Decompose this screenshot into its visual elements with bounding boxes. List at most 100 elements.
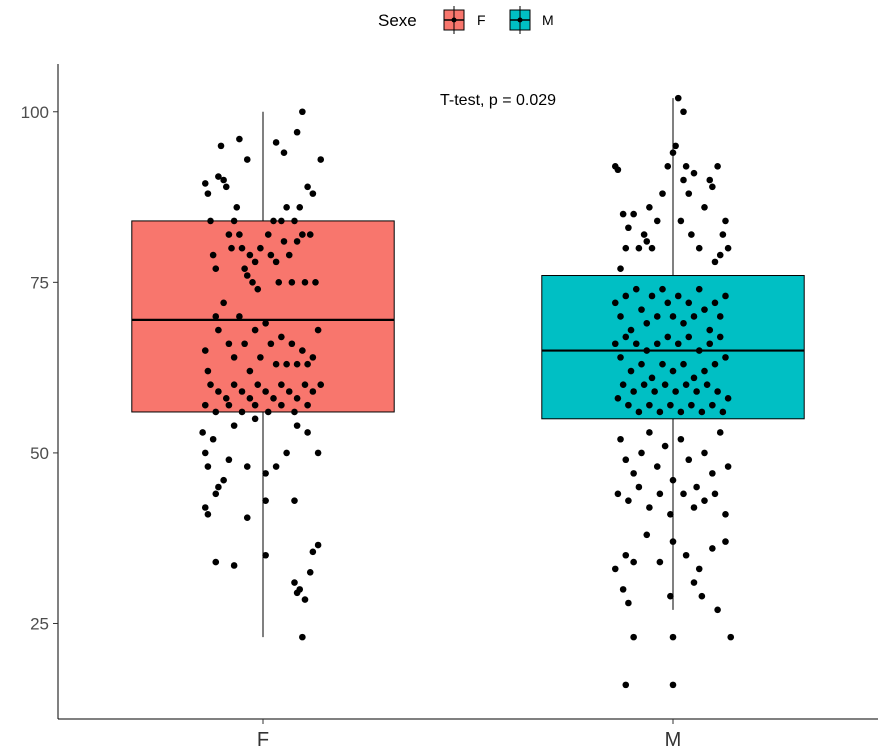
data-point-m (680, 319, 687, 327)
data-point-f (293, 395, 301, 402)
data-point-m (701, 449, 708, 457)
data-point-m (638, 449, 645, 457)
data-point-f (312, 279, 319, 286)
data-point-m (722, 217, 729, 225)
data-point-m (680, 360, 687, 368)
data-point-f (238, 244, 246, 252)
data-point-m (635, 483, 643, 491)
data-point-m (674, 94, 682, 102)
data-point-f (207, 217, 214, 225)
data-point-f (212, 490, 220, 498)
data-point-m (630, 558, 637, 566)
data-point-f (236, 231, 243, 238)
data-point-f (230, 562, 238, 569)
y-tick-label: 75 (30, 273, 49, 292)
data-point-f (222, 395, 230, 402)
data-point-m (711, 360, 719, 368)
data-point-f (293, 422, 301, 429)
data-point-m (664, 163, 672, 170)
data-point-m (659, 285, 666, 293)
data-point-m (622, 333, 630, 341)
x-tick-label: F (257, 729, 269, 751)
data-point-m (698, 408, 706, 416)
data-point-f (201, 449, 209, 457)
data-point-f (272, 463, 280, 470)
data-point-f (230, 217, 238, 225)
data-point-m (722, 511, 729, 518)
box-body (541, 275, 805, 420)
data-point-m (716, 313, 724, 320)
data-point-m (669, 633, 677, 641)
data-point-m (714, 606, 721, 614)
y-tick-label: 50 (30, 444, 49, 463)
data-point-f (209, 251, 217, 259)
data-point-m (716, 333, 724, 341)
data-point-m (688, 401, 695, 409)
data-point-f (225, 456, 233, 464)
data-point-f (201, 504, 209, 511)
data-point-m (630, 210, 637, 218)
data-point-f (204, 367, 212, 375)
data-point-m (724, 463, 732, 470)
data-point-f (230, 381, 238, 388)
data-point-m (698, 592, 706, 600)
data-point-m (667, 401, 674, 409)
data-point-f (251, 401, 259, 409)
data-point-m (659, 360, 666, 368)
data-point-m (656, 408, 664, 416)
data-point-f (306, 231, 314, 238)
data-point-m (695, 244, 703, 252)
y-tick-label: 100 (21, 103, 49, 122)
data-point-m (656, 490, 664, 498)
data-point-f (291, 497, 298, 504)
data-point-f (228, 244, 235, 252)
data-point-f (280, 149, 288, 156)
data-point-m (711, 490, 719, 498)
data-point-f (262, 319, 269, 327)
data-point-m (695, 347, 703, 354)
data-point-m (646, 401, 653, 409)
data-point-f (233, 203, 241, 211)
data-point-m (677, 435, 685, 443)
data-point-f (215, 173, 222, 180)
data-point-f (201, 347, 209, 354)
data-point-f (291, 217, 298, 225)
data-point-m (617, 354, 624, 361)
data-point-m (625, 599, 632, 607)
data-point-f (254, 381, 262, 388)
data-point-m (622, 681, 630, 689)
data-point-m (669, 476, 677, 484)
data-point-m (632, 340, 640, 348)
data-point-f (251, 258, 259, 266)
data-point-f (251, 415, 259, 423)
data-point-m (677, 217, 685, 225)
data-point-m (682, 381, 690, 388)
data-point-f (199, 429, 206, 436)
data-point-f (201, 180, 209, 187)
data-point-f (278, 381, 285, 388)
data-point-m (653, 463, 661, 470)
data-point-m (669, 313, 677, 320)
data-point-m (714, 388, 721, 395)
data-point-f (254, 285, 262, 293)
data-point-f (220, 476, 227, 484)
data-point-f (314, 541, 322, 549)
data-point-f (270, 395, 277, 402)
legend-label-f: F (477, 12, 486, 28)
data-point-f (283, 449, 290, 457)
data-point-m (695, 285, 703, 293)
data-point-m (667, 592, 674, 600)
data-point-m (719, 231, 727, 238)
data-point-m (674, 292, 682, 300)
data-point-f (267, 251, 275, 259)
data-point-f (215, 326, 222, 334)
data-point-m (622, 292, 630, 300)
data-point-m (611, 565, 619, 573)
data-point-m (664, 299, 672, 307)
x-tick-label: M (665, 729, 682, 751)
data-point-f (230, 354, 238, 361)
data-point-m (672, 388, 679, 395)
data-point-f (317, 381, 325, 388)
data-point-f (304, 360, 311, 368)
